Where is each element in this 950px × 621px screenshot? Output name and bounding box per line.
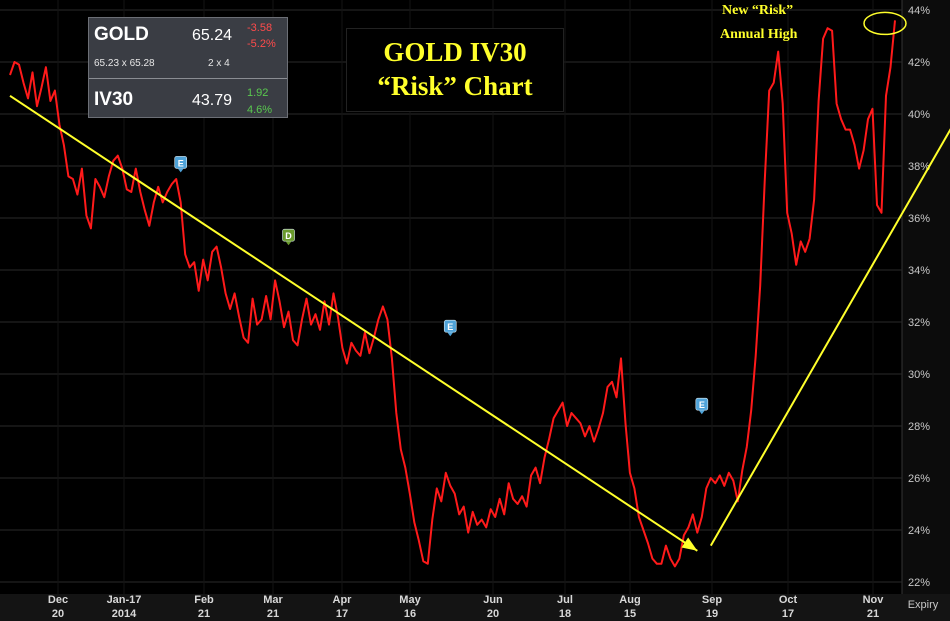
marker-pointer (698, 410, 705, 415)
x-tick-month: Feb (194, 594, 214, 606)
x-tick-day: 21 (267, 608, 279, 620)
quote-panel: GOLD 65.24 -3.58 -5.2% 65.23 x 65.28 2 x… (88, 17, 288, 118)
x-tick-month: Aug (619, 594, 640, 606)
x-tick-month: Nov (863, 594, 885, 606)
trend-line-1 (9, 94, 698, 552)
symbol-label: GOLD (94, 24, 149, 45)
y-tick-label: 38% (908, 161, 930, 173)
x-tick-month: Apr (333, 594, 353, 606)
x-tick-day: 18 (559, 608, 571, 620)
marker-pointer (447, 332, 454, 337)
y-tick-label: 26% (908, 473, 930, 485)
x-tick-month: Jul (557, 594, 573, 606)
iv-change: 1.92 (247, 87, 269, 99)
y-tick-label: 40% (908, 109, 930, 121)
series-line-iv30 (9, 20, 896, 568)
annotation-line-2: Annual High (720, 27, 798, 42)
x-tick-day: 2014 (112, 608, 137, 620)
bid-ask: 65.23 x 65.28 (94, 58, 155, 69)
marker-label: E (699, 400, 705, 410)
trend-line-2 (709, 128, 950, 547)
x-tick-day: 15 (624, 608, 636, 620)
y-tick-label: 22% (908, 577, 930, 589)
x-tick-day: 17 (336, 608, 348, 620)
x-tick-day: 17 (782, 608, 794, 620)
x-tick-day: 21 (198, 608, 210, 620)
y-tick-label: 28% (908, 421, 930, 433)
y-tick-label: 44% (908, 5, 930, 17)
marker-pointer (285, 241, 292, 246)
marker-pointer (177, 168, 184, 173)
x-tick-day: 21 (867, 608, 879, 620)
iv-value: 43.79 (192, 92, 233, 109)
trend-arrowhead-1 (681, 537, 698, 551)
marker-label: D (285, 231, 292, 241)
x-tick-month: May (399, 594, 421, 606)
x-tick-day: 16 (404, 608, 416, 620)
marker-label: E (178, 158, 184, 168)
bid-ask-size: 2 x 4 (208, 58, 230, 69)
iv-change-pct: 4.6% (247, 104, 273, 116)
marker-label: E (447, 322, 453, 332)
x-tick-month: Oct (779, 594, 798, 606)
y-tick-label: 34% (908, 265, 930, 277)
x-tick-month: Mar (263, 594, 283, 606)
x-tick-month: Sep (702, 594, 722, 606)
quote-divider (89, 78, 287, 79)
x-tick-day: 20 (52, 608, 64, 620)
x-axis-band (0, 594, 950, 621)
annotation-line-1: New “Risk” (722, 3, 794, 18)
y-tick-label: 36% (908, 213, 930, 225)
x-tick-day: 19 (706, 608, 718, 620)
iv-symbol-label: IV30 (94, 89, 134, 110)
x-tick-month: Jan-17 (107, 594, 142, 606)
price-change: -3.58 (247, 22, 273, 34)
y-axis-band (902, 0, 950, 594)
x-tick-day: 20 (487, 608, 499, 620)
title-box: GOLD IV30 “Risk” Chart (346, 28, 564, 112)
y-tick-label: 32% (908, 317, 930, 329)
last-price: 65.24 (192, 27, 233, 44)
x-tick-month: Dec (48, 594, 68, 606)
price-change-pct: -5.2% (247, 38, 276, 50)
y-tick-label: 30% (908, 369, 930, 381)
x-tick-month: Jun (483, 594, 503, 606)
y-tick-label: 24% (908, 525, 930, 537)
annual-high-highlight (863, 11, 907, 36)
x-axis-label: Expiry (908, 599, 939, 611)
y-tick-label: 42% (908, 57, 930, 69)
chart-subtitle: “Risk” Chart (377, 71, 533, 101)
chart-title: GOLD IV30 (383, 37, 527, 67)
